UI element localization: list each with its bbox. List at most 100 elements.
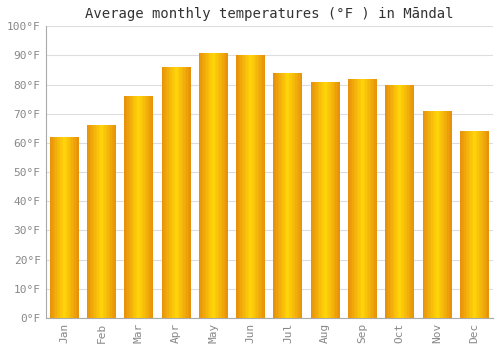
Bar: [424, 111, 426, 318]
Bar: [463, 131, 464, 318]
Bar: [360, 79, 361, 318]
Bar: [292, 73, 294, 318]
Bar: [222, 52, 224, 318]
Bar: [128, 96, 130, 318]
Bar: [442, 111, 443, 318]
Bar: [138, 96, 139, 318]
Bar: [60, 137, 62, 318]
Bar: [173, 67, 174, 318]
Bar: [102, 125, 103, 318]
Bar: [331, 82, 332, 318]
Bar: [220, 52, 222, 318]
Bar: [133, 96, 134, 318]
Bar: [208, 52, 209, 318]
Bar: [88, 125, 90, 318]
Bar: [103, 125, 104, 318]
Bar: [426, 111, 427, 318]
Bar: [361, 79, 362, 318]
Bar: [179, 67, 180, 318]
Bar: [114, 125, 116, 318]
Bar: [97, 125, 98, 318]
Bar: [93, 125, 94, 318]
Bar: [142, 96, 143, 318]
Bar: [286, 73, 288, 318]
Bar: [262, 55, 264, 318]
Bar: [126, 96, 127, 318]
Bar: [433, 111, 434, 318]
Bar: [92, 125, 93, 318]
Bar: [288, 73, 290, 318]
Bar: [216, 52, 218, 318]
Bar: [255, 55, 256, 318]
Bar: [291, 73, 292, 318]
Bar: [236, 55, 238, 318]
Bar: [264, 55, 265, 318]
Bar: [239, 55, 240, 318]
Bar: [296, 73, 298, 318]
Bar: [66, 137, 67, 318]
Bar: [350, 79, 351, 318]
Bar: [324, 82, 325, 318]
Bar: [367, 79, 368, 318]
Bar: [206, 52, 208, 318]
Bar: [294, 73, 295, 318]
Bar: [322, 82, 324, 318]
Bar: [67, 137, 68, 318]
Bar: [68, 137, 70, 318]
Bar: [182, 67, 184, 318]
Bar: [244, 55, 245, 318]
Bar: [290, 73, 291, 318]
Bar: [362, 79, 364, 318]
Bar: [468, 131, 470, 318]
Bar: [152, 96, 154, 318]
Bar: [224, 52, 225, 318]
Bar: [87, 125, 88, 318]
Bar: [450, 111, 452, 318]
Bar: [438, 111, 440, 318]
Bar: [356, 79, 358, 318]
Bar: [386, 85, 388, 318]
Bar: [279, 73, 280, 318]
Bar: [397, 85, 398, 318]
Bar: [428, 111, 430, 318]
Bar: [436, 111, 437, 318]
Bar: [334, 82, 336, 318]
Bar: [214, 52, 215, 318]
Bar: [440, 111, 442, 318]
Bar: [140, 96, 141, 318]
Bar: [391, 85, 392, 318]
Bar: [404, 85, 406, 318]
Bar: [448, 111, 449, 318]
Bar: [64, 137, 66, 318]
Bar: [58, 137, 60, 318]
Bar: [249, 55, 250, 318]
Bar: [372, 79, 374, 318]
Bar: [203, 52, 204, 318]
Bar: [219, 52, 220, 318]
Bar: [374, 79, 376, 318]
Bar: [72, 137, 73, 318]
Bar: [483, 131, 484, 318]
Bar: [398, 85, 400, 318]
Bar: [242, 55, 244, 318]
Bar: [488, 131, 489, 318]
Bar: [402, 85, 404, 318]
Bar: [180, 67, 182, 318]
Bar: [413, 85, 414, 318]
Bar: [315, 82, 316, 318]
Bar: [149, 96, 150, 318]
Bar: [246, 55, 248, 318]
Bar: [301, 73, 302, 318]
Bar: [124, 96, 126, 318]
Bar: [169, 67, 170, 318]
Bar: [225, 52, 226, 318]
Bar: [226, 52, 228, 318]
Bar: [472, 131, 473, 318]
Bar: [474, 131, 476, 318]
Bar: [112, 125, 113, 318]
Bar: [62, 137, 64, 318]
Bar: [258, 55, 260, 318]
Bar: [295, 73, 296, 318]
Bar: [146, 96, 148, 318]
Bar: [407, 85, 408, 318]
